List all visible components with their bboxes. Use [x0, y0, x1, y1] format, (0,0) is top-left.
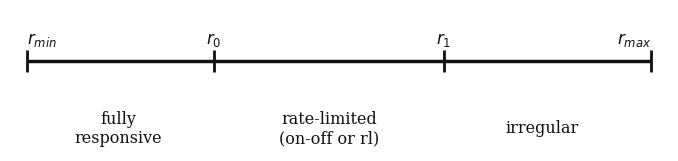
- Text: irregular: irregular: [506, 120, 579, 137]
- Text: fully
responsive: fully responsive: [75, 110, 163, 147]
- Text: $r_0$: $r_0$: [206, 31, 221, 49]
- Text: $r_{max}$: $r_{max}$: [616, 31, 651, 49]
- Text: rate-limited
(on-off or rl): rate-limited (on-off or rl): [279, 110, 379, 147]
- Text: $r_{min}$: $r_{min}$: [27, 31, 57, 49]
- Text: $r_1$: $r_1$: [437, 31, 452, 49]
